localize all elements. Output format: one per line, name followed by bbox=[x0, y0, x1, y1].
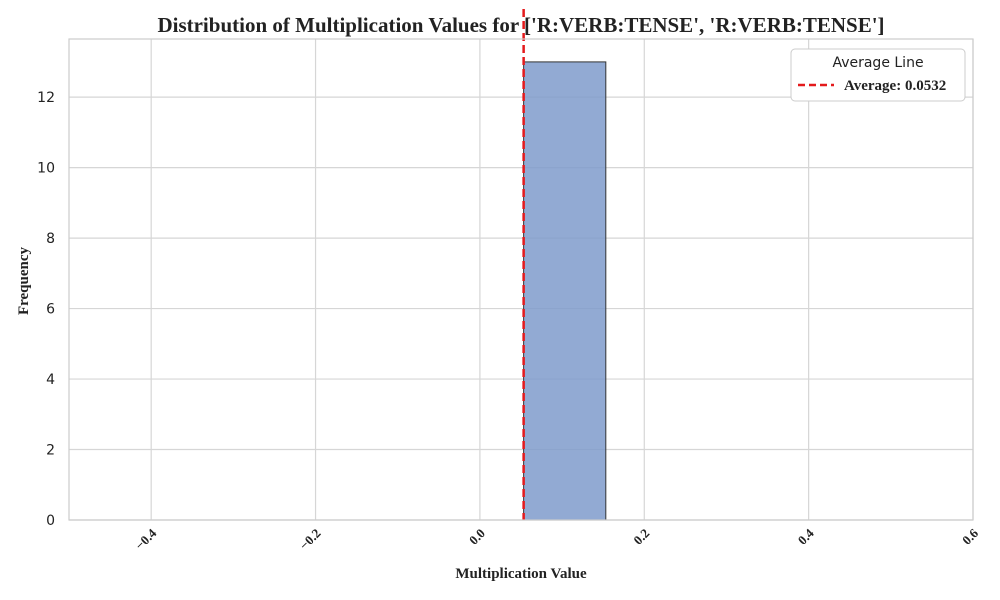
y-tick-label: 12 bbox=[37, 90, 55, 106]
legend-title: Average Line bbox=[832, 55, 923, 71]
y-tick-label: 6 bbox=[46, 302, 55, 318]
bars bbox=[523, 61, 607, 521]
y-tick-label: 0 bbox=[46, 513, 55, 529]
histogram-bar bbox=[523, 61, 607, 521]
plot-border bbox=[68, 38, 974, 521]
plot-area bbox=[69, 39, 973, 520]
plot-frame bbox=[68, 38, 974, 521]
legend-average-label: Average: 0.0532 bbox=[844, 78, 946, 94]
y-tick-label: 4 bbox=[46, 372, 55, 388]
y-tick-label: 2 bbox=[46, 443, 55, 459]
y-tick-label: 10 bbox=[37, 161, 55, 177]
x-axis-label: Multiplication Value bbox=[455, 566, 587, 582]
legend-box bbox=[790, 48, 966, 102]
y-tick-label: 8 bbox=[46, 231, 55, 247]
chart-title: Distribution of Multiplication Values fo… bbox=[157, 13, 884, 37]
y-axis-label: Frequency bbox=[16, 246, 32, 315]
y-axis-ticks: 0 2 4 6 8 10 12 bbox=[37, 90, 55, 529]
legend: Average Line Average: 0.0532 bbox=[790, 48, 966, 102]
